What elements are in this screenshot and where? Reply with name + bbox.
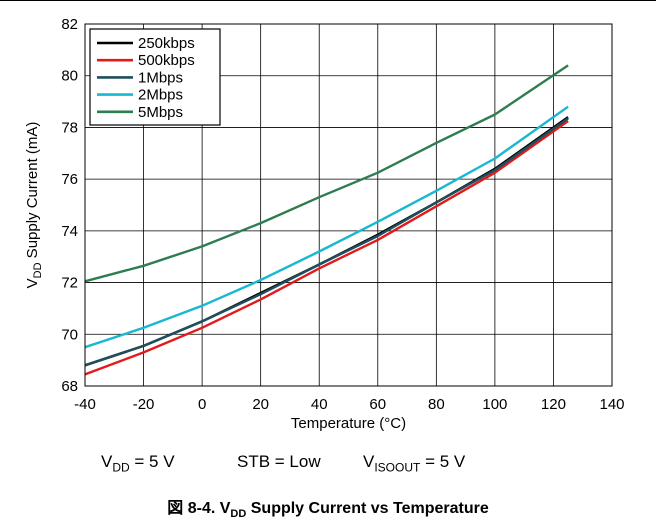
series-line-250kbps <box>84 116 569 367</box>
x-tick-label: 40 <box>311 396 328 413</box>
legend-entry: 500kbps <box>138 52 195 69</box>
y-tick-label: 82 <box>61 16 78 33</box>
condition-visoout: VISOOUT = 5 V <box>363 452 466 475</box>
chart: -40 -20 0 20 40 60 80 100 120 140 68 70 72 74 76 78 80 8… <box>24 16 625 432</box>
x-tick-labels: -40 -20 0 20 40 60 80 100 120 140 <box>74 396 624 413</box>
legend-entry: 5Mbps <box>138 104 183 121</box>
x-tick-label: 140 <box>599 396 624 413</box>
legend-entry: 250kbps <box>138 35 195 52</box>
top-rule <box>0 0 656 1</box>
y-tick-label: 74 <box>61 223 78 240</box>
x-tick-label: 80 <box>428 396 445 413</box>
series-line-1Mbps <box>84 117 569 367</box>
legend-entry: 1Mbps <box>138 69 183 86</box>
y-tick-label: 80 <box>61 68 78 85</box>
y-tick-labels: 68 70 72 74 76 78 80 82 <box>61 16 78 395</box>
x-tick-label: 60 <box>369 396 386 413</box>
legend-entry: 2Mbps <box>138 87 183 104</box>
x-tick-label: 20 <box>252 396 269 413</box>
y-axis-label: VDD Supply Current (mA) <box>24 122 44 289</box>
condition-stb: STB = Low <box>237 452 321 471</box>
condition-vdd: VDD = 5 V <box>101 452 175 475</box>
x-tick-label: -40 <box>74 396 96 413</box>
y-tick-label: 72 <box>61 275 78 292</box>
figure-caption: 図 8-4. VDD Supply Current vs Temperature <box>167 500 489 521</box>
series-line-2Mbps <box>84 105 569 349</box>
y-tick-label: 78 <box>61 119 78 136</box>
x-tick-label: 100 <box>482 396 507 413</box>
y-axis-label-rest: Supply Current (mA) <box>24 122 41 263</box>
y-tick-label: 76 <box>61 171 78 188</box>
y-tick-label: 70 <box>61 326 78 343</box>
x-tick-label: -20 <box>133 396 155 413</box>
x-axis-label: Temperature (°C) <box>291 415 406 432</box>
y-tick-label: 68 <box>61 378 78 395</box>
series-line-5Mbps <box>84 64 569 283</box>
series-layer <box>84 64 569 376</box>
series-line-500kbps <box>84 120 569 376</box>
plot-frame <box>84 23 613 387</box>
x-tick-label: 120 <box>541 396 566 413</box>
y-axis-label-sub: DD <box>32 262 44 278</box>
y-axis-label-v: V <box>24 278 41 288</box>
x-tick-label: 0 <box>198 396 206 413</box>
